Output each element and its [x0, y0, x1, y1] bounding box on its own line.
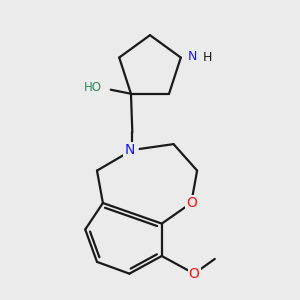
Text: HO: HO: [84, 81, 102, 94]
Text: N: N: [188, 50, 197, 63]
Text: N: N: [124, 143, 135, 157]
Text: H: H: [202, 51, 212, 64]
Text: O: O: [186, 196, 197, 210]
Text: O: O: [189, 267, 200, 281]
